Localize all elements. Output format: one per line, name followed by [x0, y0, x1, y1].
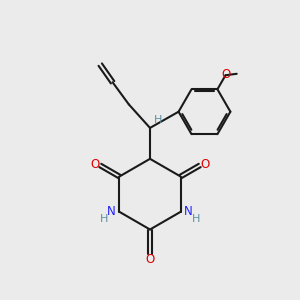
Text: H: H	[100, 214, 108, 224]
Text: O: O	[146, 253, 154, 266]
Text: N: N	[184, 205, 193, 218]
Text: O: O	[222, 68, 231, 81]
Text: H: H	[192, 214, 200, 224]
Text: O: O	[90, 158, 100, 171]
Text: O: O	[200, 158, 210, 171]
Text: N: N	[107, 205, 116, 218]
Text: H: H	[154, 115, 162, 125]
